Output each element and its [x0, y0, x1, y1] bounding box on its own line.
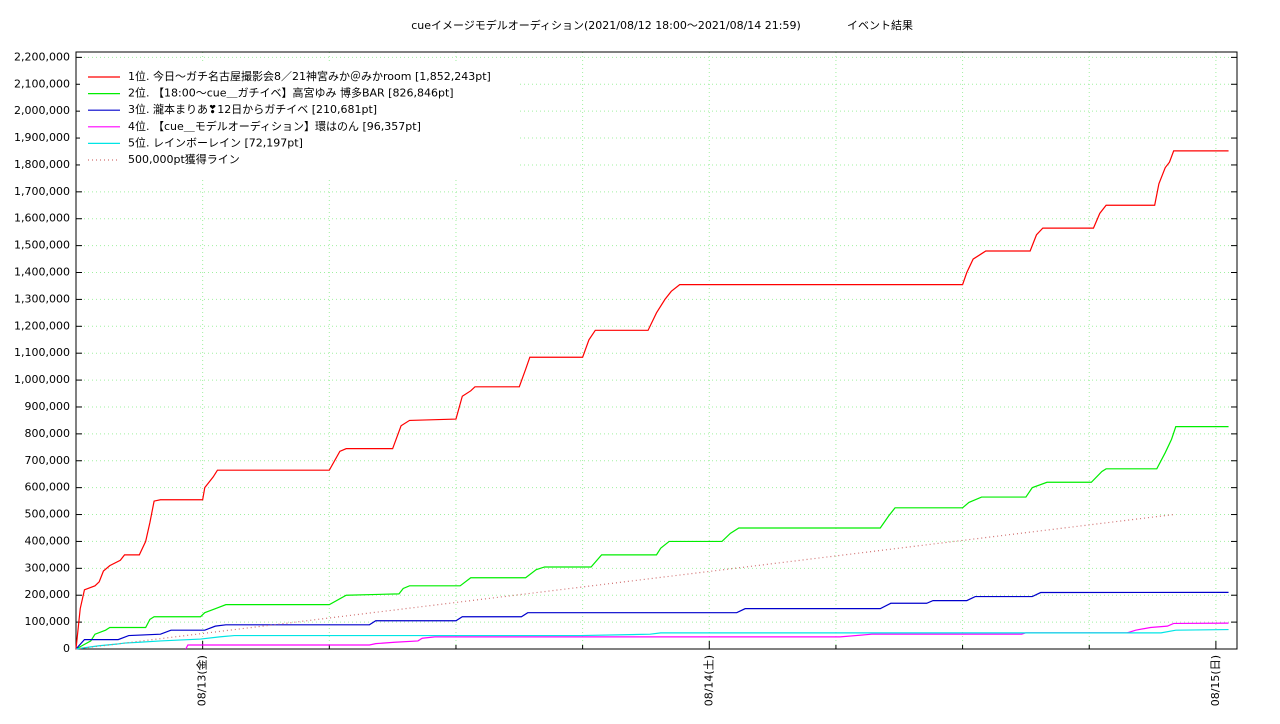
- y-tick-label: 1,600,000: [14, 212, 70, 225]
- chart-subtitle: イベント結果: [847, 18, 913, 32]
- y-tick-label: 1,100,000: [14, 346, 70, 359]
- y-tick-label: 1,200,000: [14, 319, 70, 332]
- legend-label: 5位. レインボーレイン [72,197pt]: [128, 135, 303, 149]
- y-tick-label: 300,000: [25, 561, 71, 574]
- series-line: [75, 426, 1229, 650]
- series-line: [75, 628, 1229, 650]
- y-tick-label: 1,700,000: [14, 185, 70, 198]
- y-tick-label: 100,000: [25, 615, 71, 628]
- y-tick-label: 700,000: [25, 454, 71, 467]
- legend-box: [80, 62, 518, 178]
- x-tick-label: 08/15(日): [1209, 655, 1222, 706]
- y-tick-label: 1,800,000: [14, 158, 70, 171]
- legend-label: 1位. 今日〜ガチ名古屋撮影会8／21神宮みか＠みかroom [1,852,24…: [128, 69, 491, 83]
- y-tick-label: 400,000: [25, 534, 71, 547]
- x-tick-label: 08/14(土): [702, 655, 715, 706]
- y-tick-label: 1,500,000: [14, 239, 70, 252]
- y-tick-label: 0: [63, 642, 70, 655]
- series-line: [75, 513, 1174, 650]
- y-tick-label: 200,000: [25, 588, 71, 601]
- chart-title: cueイメージモデルオーディション(2021/08/12 18:00～2021/…: [411, 18, 801, 32]
- y-tick-label: 2,200,000: [14, 50, 70, 63]
- series-line: [75, 150, 1229, 650]
- y-tick-label: 500,000: [25, 508, 71, 521]
- plot-frame: [75, 51, 1238, 650]
- series-line: [185, 622, 1229, 650]
- legend-label: 4位. 【cue＿モデルオーディション】環はのん [96,357pt]: [128, 119, 421, 133]
- legend-label: 500,000pt獲得ライン: [128, 153, 240, 166]
- y-tick-label: 2,100,000: [14, 77, 70, 90]
- legend-label: 2位. 【18:00〜cue＿ガチイベ】高宮ゆみ 博多BAR [826,846p…: [128, 86, 454, 100]
- y-tick-label: 1,300,000: [14, 292, 70, 305]
- x-tick-label: 08/13(金): [195, 655, 209, 706]
- y-tick-label: 1,000,000: [14, 373, 70, 386]
- y-tick-label: 600,000: [25, 481, 71, 494]
- y-tick-label: 800,000: [25, 427, 71, 440]
- y-tick-label: 900,000: [25, 400, 71, 413]
- series-line: [75, 591, 1229, 650]
- y-tick-label: 1,900,000: [14, 131, 70, 144]
- y-tick-label: 2,000,000: [14, 104, 70, 117]
- legend-label: 3位. 瀧本まりあ❣12日からガチイベ [210,681pt]: [128, 102, 377, 116]
- y-tick-label: 1,400,000: [14, 266, 70, 279]
